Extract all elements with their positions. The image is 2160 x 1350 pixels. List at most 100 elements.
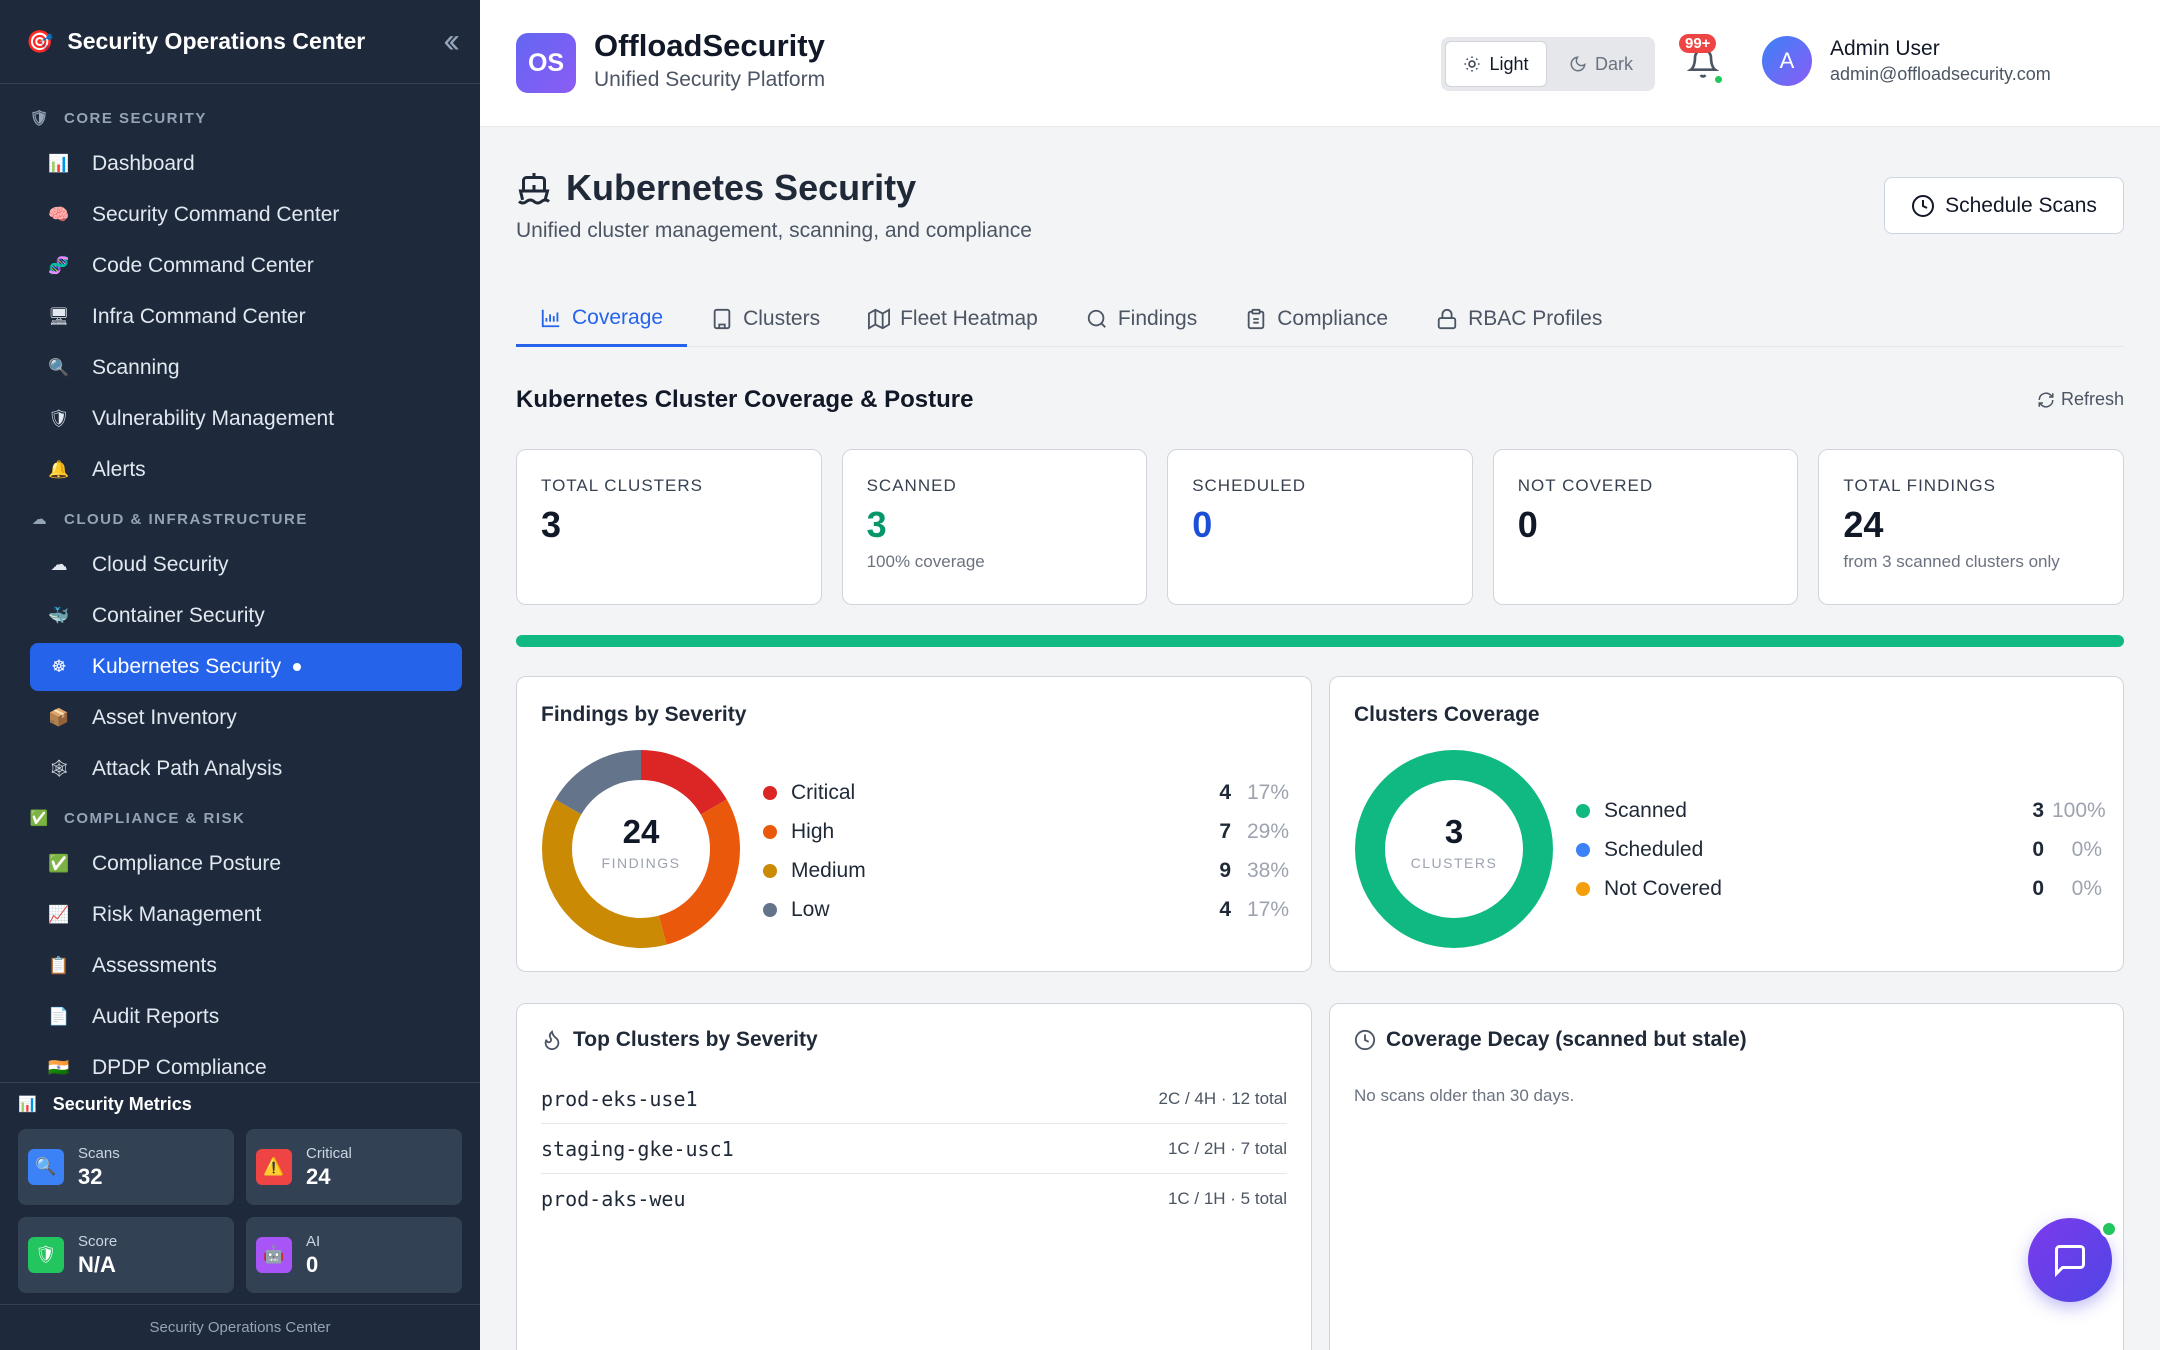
tab-coverage[interactable]: Coverage [516,291,688,347]
theme-dark-button[interactable]: Dark [1551,41,1651,87]
stat-label: TOTAL CLUSTERS [541,476,703,495]
moon-icon [1570,56,1586,72]
brand-logo[interactable]: OS [516,33,576,93]
coverage-legend: Scanned 3 100% Scheduled 0 0% Not Covered 0 0% [1576,791,2106,908]
legend-swatch [763,824,777,839]
tab-rbac-profiles[interactable]: RBAC Profiles [1412,291,1626,347]
cloud-icon: ☁ [50,555,68,574]
sidebar-item-label: Dashboard [92,152,195,175]
page-title: Kubernetes Security [516,167,916,209]
sidebar-item-vulnerability-management[interactable]: 🛡 Vulnerability Management [30,395,462,443]
sidebar-item-scanning[interactable]: 🔍 Scanning [30,344,462,392]
sidebar-item-label: Vulnerability Management [92,407,335,430]
legend-count: 4 [1219,780,1231,804]
metric-label: AI [306,1232,321,1250]
legend-percent: 17% [1246,897,1289,921]
cluster-summary: 1C / 1H · 5 total [1167,1189,1287,1208]
section-label: CLOUD & INFRASTRUCTURE [64,510,308,528]
checkbox-icon: ✅ [29,810,51,827]
robot-icon: 🤖 [256,1237,292,1273]
sidebar-item-security-command-center[interactable]: 🧠 Security Command Center [30,191,462,239]
cloud-icon: ☁ [31,511,49,528]
schedule-scans-button[interactable]: Schedule Scans [1884,177,2124,234]
trend-chart-icon: 📈 [48,905,70,924]
sidebar-item-alerts[interactable]: 🔔 Alerts [30,446,462,494]
sidebar-nav: 🛡 CORE SECURITY 📊 Dashboard 🧠 Security Com… [0,96,480,1076]
list-item[interactable]: staging-gke-usc1 1C / 2H · 7 total [541,1124,1287,1174]
brand-tagline: Unified Security Platform [594,68,826,91]
legend-label: High [791,819,835,843]
tab-compliance[interactable]: Compliance [1221,291,1412,347]
metric-value: 24 [306,1163,331,1189]
sidebar-item-compliance-posture[interactable]: ✅ Compliance Posture [30,840,462,888]
notifications-button[interactable]: 99+ [1679,34,1724,85]
stat-value: 0 [1192,504,1213,545]
legend-swatch [1576,881,1590,896]
document-icon: 📄 [48,1007,70,1026]
cluster-name: prod-eks-use1 [541,1086,698,1111]
tab-fleet-heatmap[interactable]: Fleet Heatmap [844,291,1062,347]
sidebar-item-container-security[interactable]: 🐳 Container Security [30,592,462,640]
sidebar-item-assessments[interactable]: 📋 Assessments [30,942,462,990]
tab-findings[interactable]: Findings [1062,291,1221,347]
legend-row-not-covered: Not Covered 0 0% [1576,869,2102,908]
sidebar-item-dpdp-compliance[interactable]: 🇮🇳 DPDP Compliance [30,1044,462,1076]
refresh-button[interactable]: Refresh [2037,389,2124,410]
list-item[interactable]: prod-aks-weu 1C / 1H · 5 total [541,1174,1287,1224]
metric-label: Critical [306,1144,352,1162]
coverage-progress-bar [516,635,2124,647]
collapse-sidebar-icon[interactable]: ‹‹ [443,22,459,60]
sidebar-item-label: Container Security [92,604,265,627]
cluster-name: staging-gke-usc1 [541,1136,734,1161]
chat-button[interactable] [2028,1218,2118,1302]
legend-row-low: Low 4 17% [763,890,1289,929]
panel-title: Top Clusters by Severity [573,1028,818,1051]
panel-title: Findings by Severity [541,703,747,726]
section-title: Kubernetes Cluster Coverage & Posture [516,386,974,413]
lock-icon [1437,308,1457,330]
sidebar-item-label: Asset Inventory [92,706,237,729]
sidebar-item-dashboard[interactable]: 📊 Dashboard [30,140,462,188]
sidebar-item-cloud-security[interactable]: ☁ Cloud Security [30,541,462,589]
sidebar-item-risk-management[interactable]: 📈 Risk Management [30,891,462,939]
coverage-progress-fill [516,635,2124,647]
donut-center-value: 24 [622,813,660,850]
metric-score: 🛡 Score N/A [18,1217,234,1293]
shield-icon: 🛡 [29,110,51,127]
sidebar-item-label: Kubernetes Security [92,655,282,678]
clusters-coverage-panel: Clusters Coverage 3 CLUSTERS Scanned 3 100… [1329,676,2124,972]
sidebar-item-kubernetes-security[interactable]: ☸ Kubernetes Security [30,643,462,691]
metric-ai: 🤖 AI 0 [246,1217,462,1293]
sidebar-item-infra-command-center[interactable]: 🖥 Infra Command Center [30,293,462,341]
topbar: OS OffloadSecurity Unified Security Plat… [480,0,2160,127]
user-menu[interactable]: A Admin User admin@offloadsecurity.com [1762,36,2051,86]
list-item[interactable]: prod-eks-use1 2C / 4H · 12 total [541,1074,1287,1124]
coverage-donut-chart [1355,750,1553,948]
metric-scans: 🔍 Scans 32 [18,1129,234,1205]
sidebar-item-audit-reports[interactable]: 📄 Audit Reports [30,993,462,1041]
sidebar-item-attack-path-analysis[interactable]: 🕸 Attack Path Analysis [30,745,462,793]
schedule-scans-label: Schedule Scans [1945,193,2097,217]
donut-segment-low [542,750,740,948]
legend-row-high: High 7 29% [763,812,1289,851]
coverage-donut-center: 3 CLUSTERS [1354,813,1554,871]
brand-name: OffloadSecurity [594,28,825,63]
stat-scanned: SCANNED 3 100% coverage [841,449,1148,605]
security-metrics: 📊 Security Metrics 🔍 Scans 32 ⚠️ Critical… [0,1082,480,1302]
metric-label: Score [78,1232,118,1250]
online-status-dot [1713,74,1724,85]
legend-swatch [763,863,777,878]
donut-center-label: FINDINGS [601,855,681,871]
tab-clusters[interactable]: Clusters [687,291,844,347]
sidebar-item-asset-inventory[interactable]: 📦 Asset Inventory [30,694,462,742]
sidebar-item-code-command-center[interactable]: 🧬 Code Command Center [30,242,462,290]
sidebar-item-label: Infra Command Center [92,305,306,328]
donut-segment-scanned [1355,750,1553,948]
theme-light-label: Light [1489,53,1529,74]
stat-cards: TOTAL CLUSTERS 3 SCANNED 3 100% coverage… [516,449,2124,605]
stat-scheduled: SCHEDULED 0 [1167,449,1473,605]
whale-icon: 🐳 [48,606,70,625]
theme-light-button[interactable]: Light [1445,41,1547,87]
metrics-title: Security Metrics [52,1093,192,1114]
legend-label: Scheduled [1604,837,1704,861]
